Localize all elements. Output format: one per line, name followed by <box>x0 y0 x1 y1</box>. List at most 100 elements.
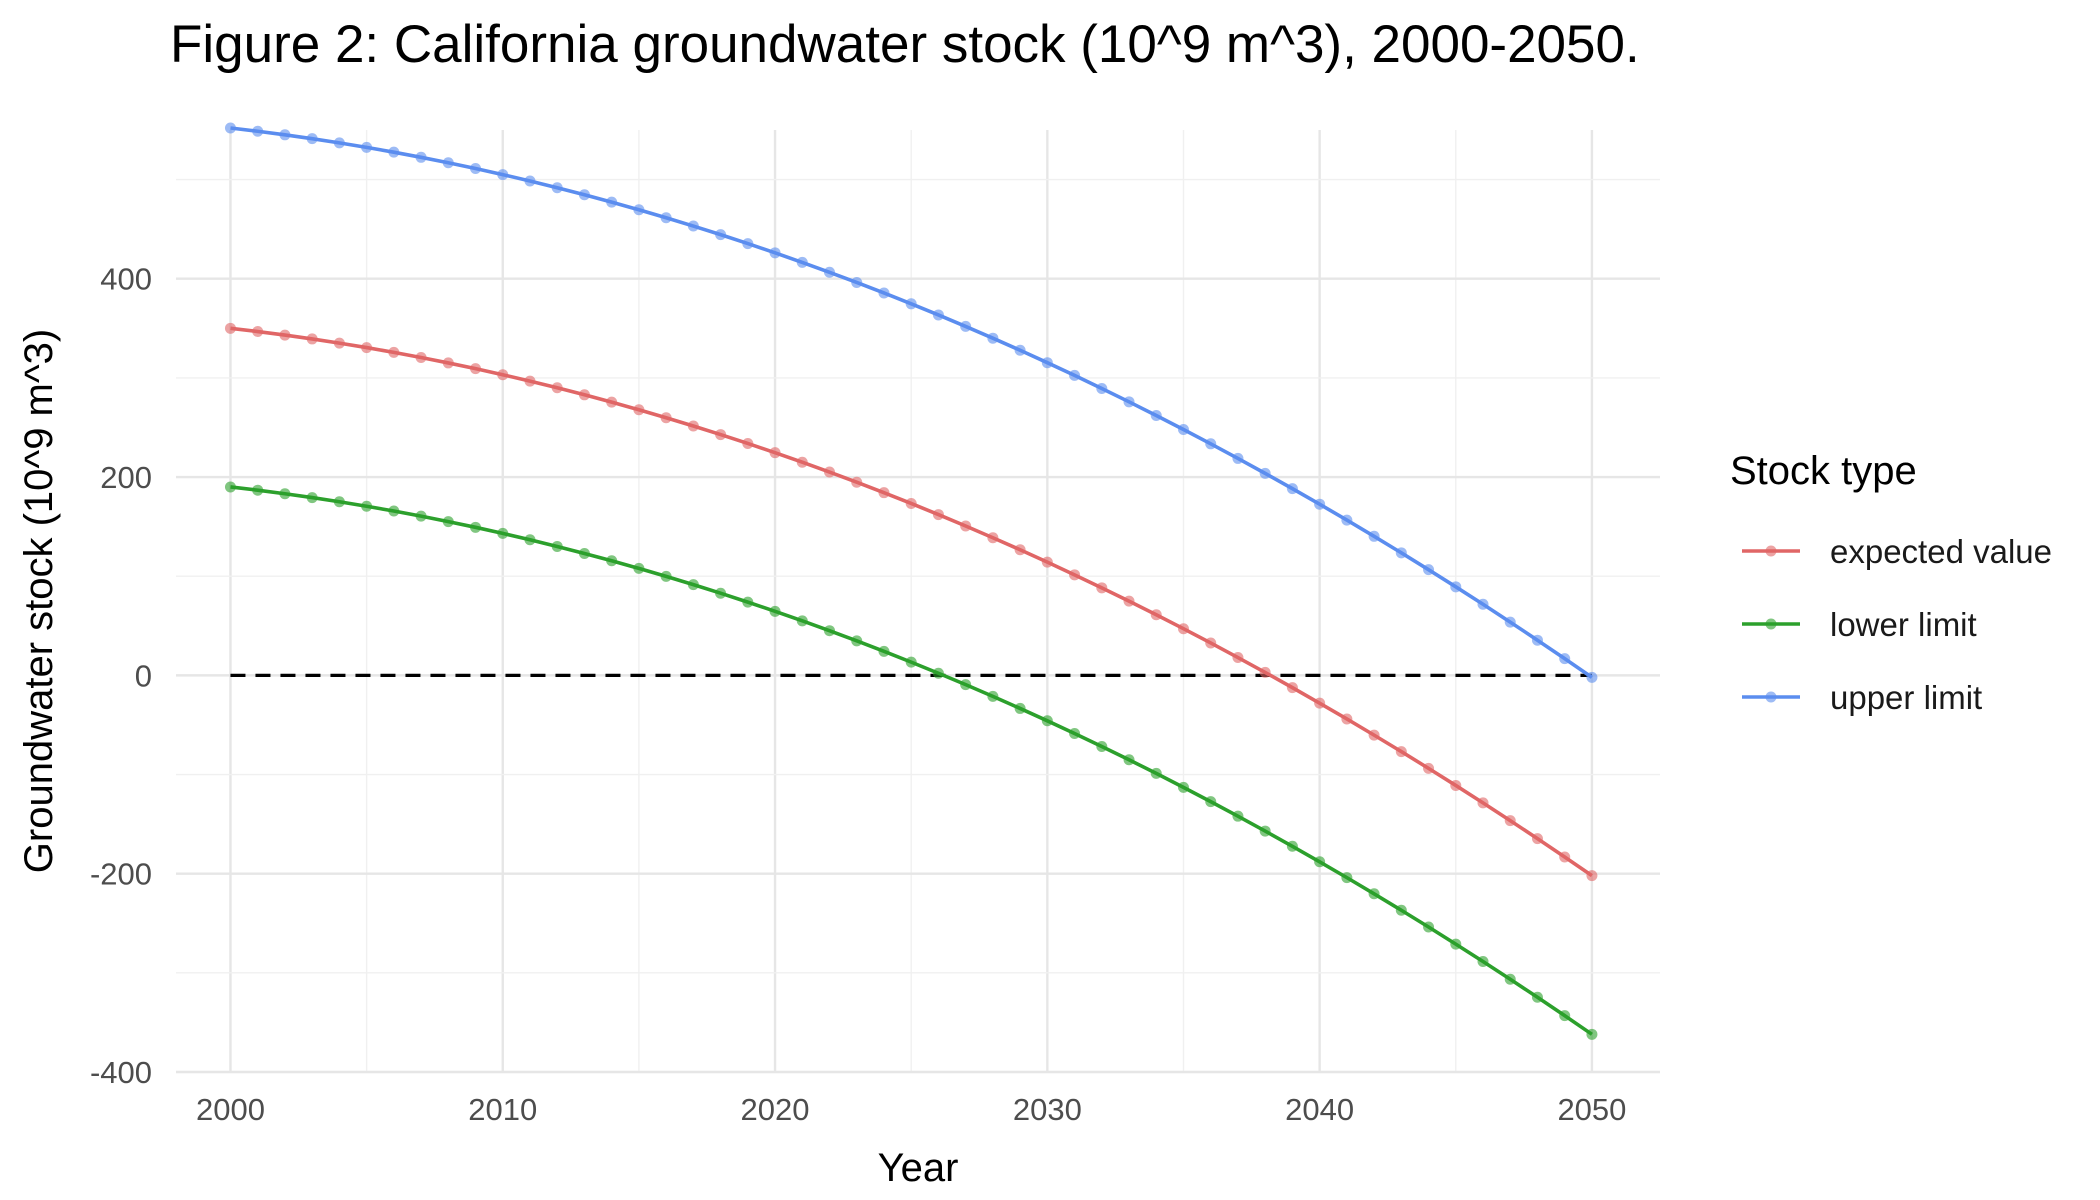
data-point-lower-limit <box>1450 938 1462 950</box>
data-point-upper-limit <box>1232 452 1244 464</box>
data-point-lower-limit <box>1150 767 1162 779</box>
data-point-lower-limit <box>361 500 373 512</box>
data-point-lower-limit <box>1177 781 1189 793</box>
data-point-expected-value <box>1096 582 1108 594</box>
data-point-expected-value <box>1314 697 1326 709</box>
data-point-upper-limit <box>824 266 836 278</box>
series-lower-limit <box>224 481 1598 1040</box>
data-point-upper-limit <box>306 133 318 145</box>
data-point-lower-limit <box>1205 796 1217 808</box>
data-point-expected-value <box>851 476 863 488</box>
x-tick-label: 2030 <box>1013 1092 1082 1127</box>
data-point-upper-limit <box>1123 396 1135 408</box>
data-point-expected-value <box>497 369 509 381</box>
data-point-expected-value <box>415 351 427 363</box>
data-point-upper-limit <box>606 196 618 208</box>
data-point-expected-value <box>742 437 754 449</box>
data-point-lower-limit <box>279 488 291 500</box>
data-point-lower-limit <box>1368 888 1380 900</box>
data-point-expected-value <box>1286 682 1298 694</box>
data-point-lower-limit <box>415 510 427 522</box>
data-point-upper-limit <box>361 141 373 153</box>
data-point-lower-limit <box>1314 856 1326 868</box>
data-point-upper-limit <box>1314 498 1326 510</box>
data-point-lower-limit <box>1586 1028 1598 1040</box>
data-point-expected-value <box>687 420 699 432</box>
data-point-lower-limit <box>1014 702 1026 714</box>
data-point-upper-limit <box>1014 344 1026 356</box>
legend-item-upper-limit: upper limit <box>1742 679 1982 716</box>
data-point-expected-value <box>1123 595 1135 607</box>
data-point-expected-value <box>524 375 536 387</box>
data-point-lower-limit <box>1395 904 1407 916</box>
data-point-expected-value <box>1450 779 1462 791</box>
data-point-lower-limit <box>742 596 754 608</box>
data-point-expected-value <box>388 346 400 358</box>
legend-item-expected-value: expected value <box>1742 533 2052 570</box>
x-tick-label: 2010 <box>468 1092 537 1127</box>
y-axis-title: Groundwater stock (10^9 m^3) <box>17 329 61 873</box>
data-point-upper-limit <box>442 157 454 169</box>
y-tick-label: 0 <box>135 658 152 693</box>
data-point-expected-value <box>1014 544 1026 556</box>
data-point-lower-limit <box>1504 973 1516 985</box>
x-tick-label: 2050 <box>1557 1092 1626 1127</box>
series-expected-value <box>224 322 1598 882</box>
data-point-upper-limit <box>960 320 972 332</box>
data-point-upper-limit <box>1286 483 1298 495</box>
data-point-expected-value <box>1205 637 1217 649</box>
data-point-lower-limit <box>1341 872 1353 884</box>
y-tick-label: -400 <box>90 1055 152 1090</box>
data-point-upper-limit <box>1504 616 1516 628</box>
data-point-upper-limit <box>715 229 727 241</box>
data-point-upper-limit <box>415 151 427 163</box>
x-tick-label: 2000 <box>196 1092 265 1127</box>
data-point-lower-limit <box>333 496 345 508</box>
data-point-upper-limit <box>279 129 291 141</box>
data-point-lower-limit <box>1259 825 1271 837</box>
data-point-lower-limit <box>1041 715 1053 727</box>
data-point-lower-limit <box>987 690 999 702</box>
data-point-lower-limit <box>687 579 699 591</box>
data-point-lower-limit <box>551 540 563 552</box>
data-point-upper-limit <box>905 298 917 310</box>
data-point-lower-limit <box>715 587 727 599</box>
data-point-lower-limit <box>960 679 972 691</box>
data-point-expected-value <box>578 389 590 401</box>
data-point-lower-limit <box>1531 991 1543 1003</box>
series-upper-limit <box>224 122 1598 683</box>
data-point-upper-limit <box>687 220 699 232</box>
data-point-lower-limit <box>905 656 917 668</box>
data-point-expected-value <box>1069 569 1081 581</box>
data-point-expected-value <box>1177 623 1189 635</box>
data-point-lower-limit <box>796 615 808 627</box>
data-point-lower-limit <box>1123 754 1135 766</box>
data-point-expected-value <box>442 357 454 369</box>
data-point-upper-limit <box>878 287 890 299</box>
data-point-upper-limit <box>224 122 236 134</box>
data-point-upper-limit <box>1586 671 1598 683</box>
data-point-upper-limit <box>660 212 672 224</box>
data-point-upper-limit <box>470 163 482 175</box>
x-tick-label: 2040 <box>1285 1092 1354 1127</box>
data-point-lower-limit <box>470 521 482 533</box>
data-point-lower-limit <box>1286 840 1298 852</box>
data-point-expected-value <box>1477 797 1489 809</box>
legend-point-upper-limit <box>1765 691 1777 703</box>
data-point-lower-limit <box>1232 810 1244 822</box>
data-point-upper-limit <box>742 238 754 250</box>
data-point-upper-limit <box>578 189 590 201</box>
data-point-upper-limit <box>333 137 345 149</box>
data-point-lower-limit <box>1559 1010 1571 1022</box>
data-point-upper-limit <box>1041 357 1053 369</box>
data-point-expected-value <box>1504 815 1516 827</box>
y-tick-label: 200 <box>100 460 152 495</box>
y-tick-label: 400 <box>100 262 152 297</box>
data-point-upper-limit <box>1477 598 1489 610</box>
y-tick-label: -200 <box>90 857 152 892</box>
data-point-lower-limit <box>252 484 264 496</box>
series-layer <box>224 122 1598 1040</box>
data-point-lower-limit <box>633 562 645 574</box>
x-axis: 2000 2010 2020 2030 2040 2050 <box>196 1092 1626 1127</box>
